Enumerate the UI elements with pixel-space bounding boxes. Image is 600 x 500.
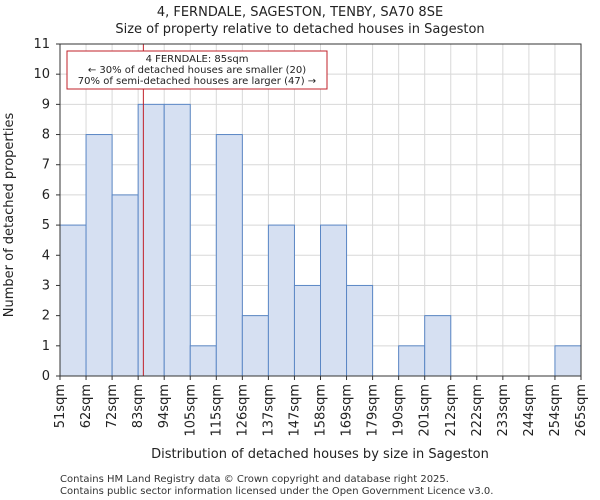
plot-frame xyxy=(59,43,582,377)
x-tick-label: 147sqm xyxy=(287,384,302,437)
x-axis-label: Distribution of detached houses by size … xyxy=(151,447,489,462)
y-tick-label: 4 xyxy=(42,248,50,263)
bar-137sqm xyxy=(267,224,295,377)
annotation-line-3: 70% of semi-detached houses are larger (… xyxy=(78,76,316,87)
bar-169sqm xyxy=(346,284,374,377)
bar-158sqm xyxy=(320,224,348,377)
y-tick-label: 5 xyxy=(42,218,50,233)
x-tick-label: 179sqm xyxy=(366,384,381,437)
x-tick-label: 51sqm xyxy=(53,384,68,428)
y-tick-label: 11 xyxy=(33,37,50,52)
x-tick-label: 83sqm xyxy=(131,384,146,428)
y-tick-label: 6 xyxy=(42,188,50,203)
y-tick-label: 1 xyxy=(42,339,50,354)
bar-51sqm xyxy=(59,224,87,377)
x-tick-labels: 51sqm 62sqm 72sqm 83sqm 94sqm 105sqm 115sqm 126… xyxy=(53,376,589,437)
annotation-box xyxy=(66,50,328,90)
x-tick-label: 62sqm xyxy=(79,384,94,428)
x-tick-label: 222sqm xyxy=(470,384,485,437)
chart-title: 4, FERNDALE, SAGESTON, TENBY, SA70 8SE xyxy=(157,5,443,20)
y-axis-label: Number of detached properties xyxy=(2,113,17,318)
x-tick-label: 137sqm xyxy=(261,384,276,437)
y-tick-label: 7 xyxy=(42,158,50,173)
bar-126sqm xyxy=(241,315,269,377)
bar-72sqm xyxy=(111,194,139,377)
bar-62sqm xyxy=(85,134,113,377)
y-tick-label: 8 xyxy=(42,128,50,143)
x-tick-label: 126sqm xyxy=(235,384,250,437)
x-tick-label: 254sqm xyxy=(548,384,563,437)
y-tick-label: 3 xyxy=(42,278,50,293)
x-tick-label: 105sqm xyxy=(183,384,198,437)
x-tick-label: 94sqm xyxy=(157,384,172,428)
x-tick-label: 244sqm xyxy=(522,384,537,437)
y-tick-label: 10 xyxy=(33,67,50,82)
x-tick-label: 212sqm xyxy=(444,384,459,437)
x-tick-label: 233sqm xyxy=(496,384,511,437)
x-tick-label: 190sqm xyxy=(392,384,407,437)
x-tick-label: 265sqm xyxy=(574,384,589,437)
y-tick-label: 2 xyxy=(42,309,50,324)
bars xyxy=(59,103,582,377)
x-tick-label: 201sqm xyxy=(418,384,433,437)
footer-line-1: Contains HM Land Registry data © Crown c… xyxy=(60,474,449,485)
x-tick-label: 72sqm xyxy=(105,384,120,428)
y-tick-label: 0 xyxy=(42,369,50,384)
bar-83sqm xyxy=(137,103,165,377)
annotation-line-1: 4 FERNDALE: 85sqm xyxy=(146,54,249,65)
bar-190sqm xyxy=(398,345,426,377)
x-tick-label: 169sqm xyxy=(340,384,355,437)
y-tick-labels: 0 1 2 3 4 5 6 7 8 9 10 11 xyxy=(33,37,60,384)
x-tick-label: 158sqm xyxy=(314,384,329,437)
x-tick-label: 115sqm xyxy=(209,384,224,437)
bar-115sqm xyxy=(215,134,243,377)
bar-105sqm xyxy=(189,345,217,377)
chart-subtitle: Size of property relative to detached ho… xyxy=(115,22,484,37)
bar-147sqm xyxy=(293,284,322,377)
bar-94sqm xyxy=(163,103,191,377)
footer-line-2: Contains public sector information licen… xyxy=(60,486,493,497)
bar-201sqm xyxy=(424,315,452,377)
y-tick-label: 9 xyxy=(42,97,50,112)
bar-254sqm xyxy=(554,345,582,377)
annotation-line-2: ← 30% of detached houses are smaller (20… xyxy=(88,65,306,76)
